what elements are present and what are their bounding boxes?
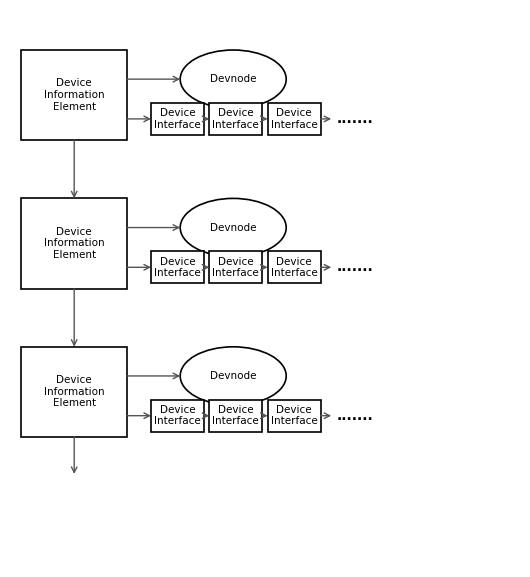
- Ellipse shape: [180, 50, 286, 108]
- FancyBboxPatch shape: [151, 252, 204, 283]
- Ellipse shape: [180, 198, 286, 257]
- Text: Devnode: Devnode: [210, 371, 257, 381]
- FancyBboxPatch shape: [21, 198, 127, 288]
- Text: Device
Interface: Device Interface: [271, 405, 317, 426]
- Text: Device
Interface: Device Interface: [213, 257, 259, 278]
- Text: Device
Interface: Device Interface: [154, 405, 201, 426]
- FancyBboxPatch shape: [151, 400, 204, 432]
- Ellipse shape: [180, 347, 286, 405]
- Text: Device
Interface: Device Interface: [271, 257, 317, 278]
- FancyBboxPatch shape: [268, 400, 321, 432]
- Text: Device
Information
Element: Device Information Element: [44, 375, 104, 409]
- FancyBboxPatch shape: [268, 103, 321, 135]
- Text: Device
Interface: Device Interface: [213, 108, 259, 130]
- Text: Device
Information
Element: Device Information Element: [44, 227, 104, 260]
- FancyBboxPatch shape: [209, 400, 262, 432]
- Text: Devnode: Devnode: [210, 74, 257, 84]
- FancyBboxPatch shape: [151, 103, 204, 135]
- Text: Device
Interface: Device Interface: [154, 108, 201, 130]
- Text: .......: .......: [337, 409, 373, 423]
- Text: Devnode: Devnode: [210, 223, 257, 233]
- FancyBboxPatch shape: [21, 50, 127, 140]
- FancyBboxPatch shape: [209, 252, 262, 283]
- FancyBboxPatch shape: [268, 252, 321, 283]
- Text: Device
Information
Element: Device Information Element: [44, 78, 104, 112]
- Text: .......: .......: [337, 112, 373, 126]
- Text: Device
Interface: Device Interface: [213, 405, 259, 426]
- Text: Device
Interface: Device Interface: [154, 257, 201, 278]
- Text: Device
Interface: Device Interface: [271, 108, 317, 130]
- Text: .......: .......: [337, 260, 373, 274]
- FancyBboxPatch shape: [21, 347, 127, 437]
- FancyBboxPatch shape: [209, 103, 262, 135]
